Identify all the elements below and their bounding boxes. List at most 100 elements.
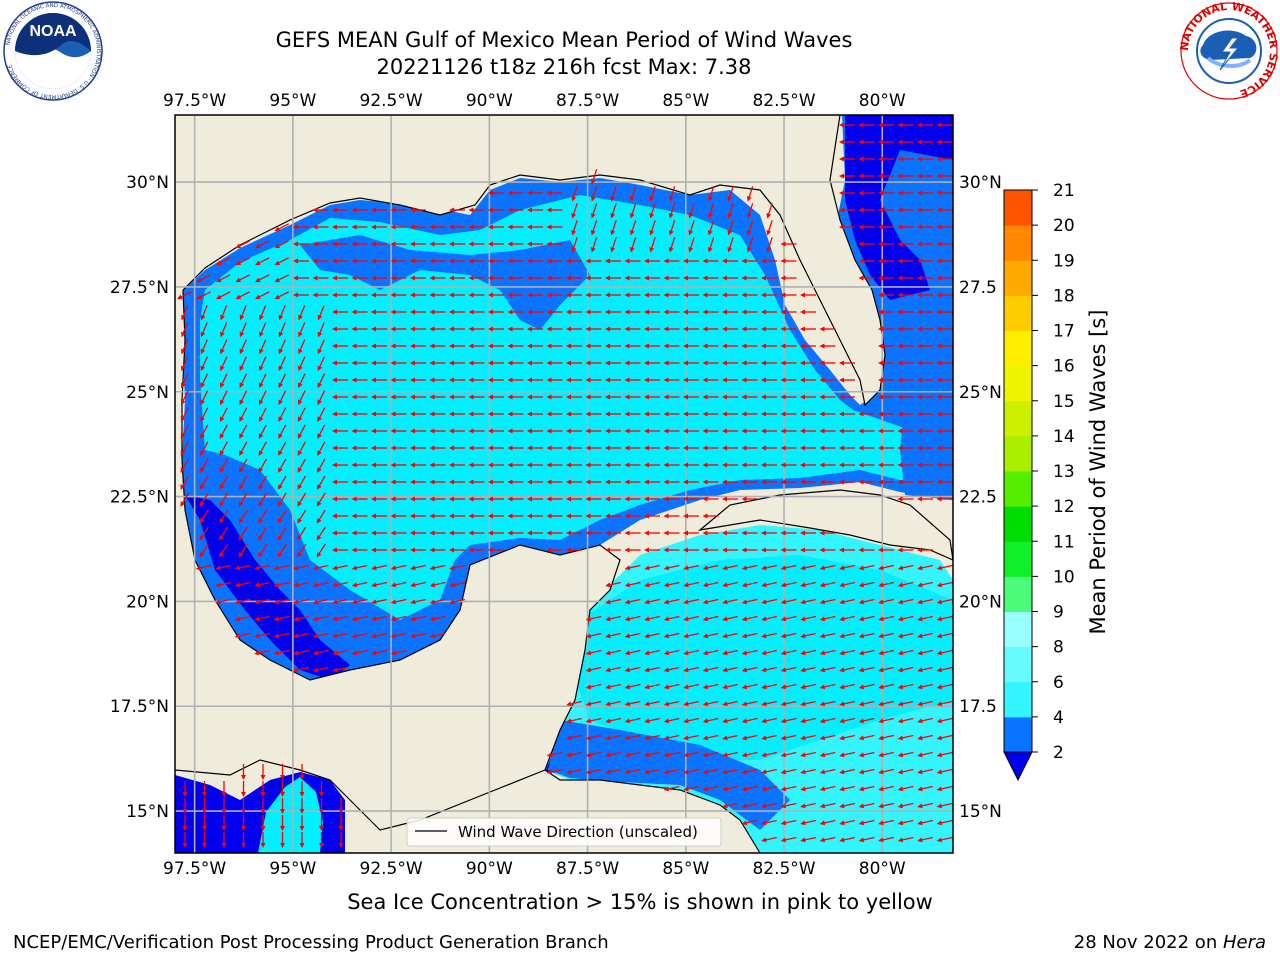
wave-arrow-head	[741, 650, 748, 656]
wave-arrow-head	[488, 207, 493, 213]
lon-tick-label-bottom: 97.5°W	[163, 859, 226, 879]
wave-arrow-head	[429, 258, 435, 264]
wave-arrow-head	[220, 314, 225, 321]
wave-arrow-head	[219, 535, 224, 541]
wave-arrow-head	[293, 258, 298, 264]
wave-arrow-head	[199, 484, 205, 490]
wave-arrow-head	[410, 479, 415, 485]
wave-arrow-head	[390, 445, 396, 451]
wave-arrow-head	[858, 616, 865, 622]
wave-arrow-head	[897, 735, 904, 741]
wave-arrow-head	[585, 428, 591, 434]
wave-arrow-head	[624, 275, 630, 281]
wave-arrow-head	[624, 667, 631, 673]
wave-arrow-head	[610, 247, 616, 253]
wave-arrow-head	[200, 399, 205, 406]
wave-arrow-head	[722, 650, 728, 656]
lon-tick-label-bottom: 90°W	[466, 859, 513, 879]
wave-arrow-head	[332, 633, 338, 639]
wave-arrow-head	[202, 792, 207, 797]
wave-arrow-head	[219, 433, 225, 439]
wave-arrow-head	[702, 479, 708, 485]
wave-arrow-head	[746, 213, 752, 219]
wave-arrow-head	[488, 496, 493, 502]
wave-arrow-head	[780, 718, 787, 724]
wave-arrow-head	[878, 258, 883, 264]
wave-arrow-head	[488, 224, 493, 230]
wave-arrow-head	[507, 258, 513, 264]
wave-arrow-head	[338, 826, 344, 831]
wave-arrow-head	[722, 701, 728, 707]
wave-arrow-head	[585, 650, 592, 656]
wave-arrow-head	[878, 241, 883, 247]
wave-arrow-head	[761, 411, 766, 417]
wave-arrow-head	[624, 701, 631, 707]
wave-arrow-head	[839, 428, 844, 434]
wave-arrow-head	[624, 377, 630, 383]
wave-arrow-head	[274, 226, 281, 232]
wave-arrow-head	[663, 258, 669, 264]
wave-arrow-head	[259, 348, 264, 355]
wave-arrow-head	[683, 752, 689, 758]
wave-arrow-head	[878, 769, 884, 775]
wave-arrow-head	[683, 684, 689, 690]
wave-arrow-head	[571, 230, 577, 236]
wave-arrow-head	[546, 258, 552, 264]
wave-arrow-head	[741, 735, 748, 741]
lat-tick-label-left: 27.5°N	[110, 278, 169, 298]
wave-arrow-head	[449, 343, 454, 349]
wave-arrow-head	[312, 207, 318, 213]
wave-arrow-head	[741, 309, 747, 315]
wave-arrow-head	[897, 326, 903, 332]
colorbar-segment	[1004, 400, 1032, 437]
wave-arrow-head	[819, 803, 826, 809]
wave-arrow-head	[780, 684, 787, 690]
wave-arrow-head	[702, 411, 708, 417]
wave-arrow-head	[624, 599, 631, 605]
wave-arrow-head	[917, 207, 922, 213]
wave-arrow-head	[936, 360, 942, 366]
wave-arrow-head	[819, 530, 825, 536]
wave-arrow-head	[258, 535, 263, 541]
wave-arrow-head	[683, 599, 689, 605]
wave-arrow-head	[546, 360, 552, 366]
wave-arrow-head	[590, 247, 596, 253]
wave-arrow-head	[488, 394, 493, 400]
lon-tick-label-top: 95°W	[269, 91, 316, 111]
wave-arrow-head	[624, 565, 631, 571]
wave-arrow-head	[878, 837, 884, 843]
lat-tick-label-left: 20°N	[126, 592, 169, 612]
wave-arrow-head	[839, 633, 845, 639]
wave-arrow-head	[917, 224, 922, 230]
wave-arrow-head	[936, 667, 943, 673]
wave-arrow-head	[917, 411, 922, 417]
colorbar-segment	[1004, 716, 1032, 753]
wave-arrow-head	[239, 382, 245, 389]
wave-arrow-head	[196, 277, 203, 283]
wave-arrow-head	[683, 292, 688, 298]
wave-arrow-head	[917, 684, 923, 690]
wave-arrow-head	[936, 224, 942, 230]
wave-arrow-head	[702, 667, 709, 673]
wave-arrow-head	[800, 803, 806, 809]
wave-arrow-head	[936, 292, 942, 298]
wave-arrow-head	[839, 718, 845, 724]
wave-arrow-head	[605, 582, 611, 588]
wave-arrow-head	[780, 820, 787, 826]
wave-arrow-head	[702, 565, 709, 571]
wave-arrow-head	[215, 294, 222, 300]
colorbar-tick-label: 8	[1053, 638, 1064, 658]
wave-arrow-head	[917, 616, 923, 622]
wave-arrow-head	[332, 479, 337, 485]
wave-arrow-head	[312, 616, 319, 622]
wave-arrow-head	[181, 382, 186, 389]
wave-arrow-head	[468, 224, 474, 230]
wave-arrow-head	[936, 701, 943, 707]
wave-arrow-head	[741, 258, 747, 264]
wave-arrow-head	[488, 411, 493, 417]
wave-arrow-head	[605, 394, 610, 400]
wave-arrow-head	[312, 582, 319, 588]
wave-arrow-head	[663, 292, 669, 298]
wave-arrow-head	[858, 241, 864, 247]
wave-arrow-head	[722, 582, 728, 588]
